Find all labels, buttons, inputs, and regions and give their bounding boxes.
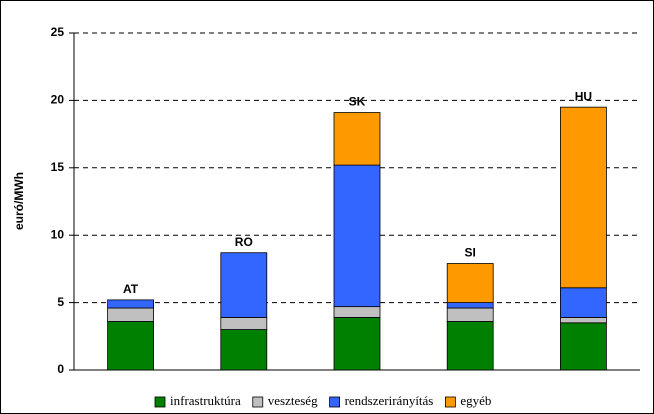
legend-swatch [154,396,166,408]
category-label: SK [349,95,366,109]
bar-segment [220,252,268,318]
y-tick-label: 5 [57,295,64,309]
bar-segment [220,317,268,330]
bar-segment [446,302,494,309]
bar-segment [560,317,607,324]
category-label: AT [123,282,139,296]
category-label: HU [575,89,592,103]
bar-segment [333,317,381,371]
category-label: RO [235,235,253,249]
bar-segment [446,263,494,303]
legend-label: rendszerirányítás [345,393,434,408]
legend-label: veszteség [268,393,318,408]
legend-swatch [252,396,264,408]
bar-segment [107,321,154,371]
bar-segment [333,306,381,318]
y-tick-label: 20 [51,93,65,107]
bar-segment [107,307,154,322]
y-tick-label: 15 [51,160,65,174]
legend-swatch [329,396,340,408]
category-label: SI [465,246,476,260]
bar-segment [333,164,381,308]
legend-label: egyéb [460,393,491,408]
legend-swatch [444,396,456,408]
y-axis-label: euró/MWh [12,172,26,230]
bar-segment [560,287,607,318]
y-tick-label: 10 [51,227,65,241]
bar-segment [107,299,154,309]
bar-segment [446,307,494,322]
bar-segment [446,321,494,371]
y-tick-label: 25 [51,25,65,39]
bar-segment [220,329,268,371]
y-tick-label: 0 [57,362,64,376]
bar-segment [560,322,607,371]
bar-segment [333,112,381,166]
legend-label: infrastruktúra [170,393,241,408]
bar-segment [560,106,607,289]
